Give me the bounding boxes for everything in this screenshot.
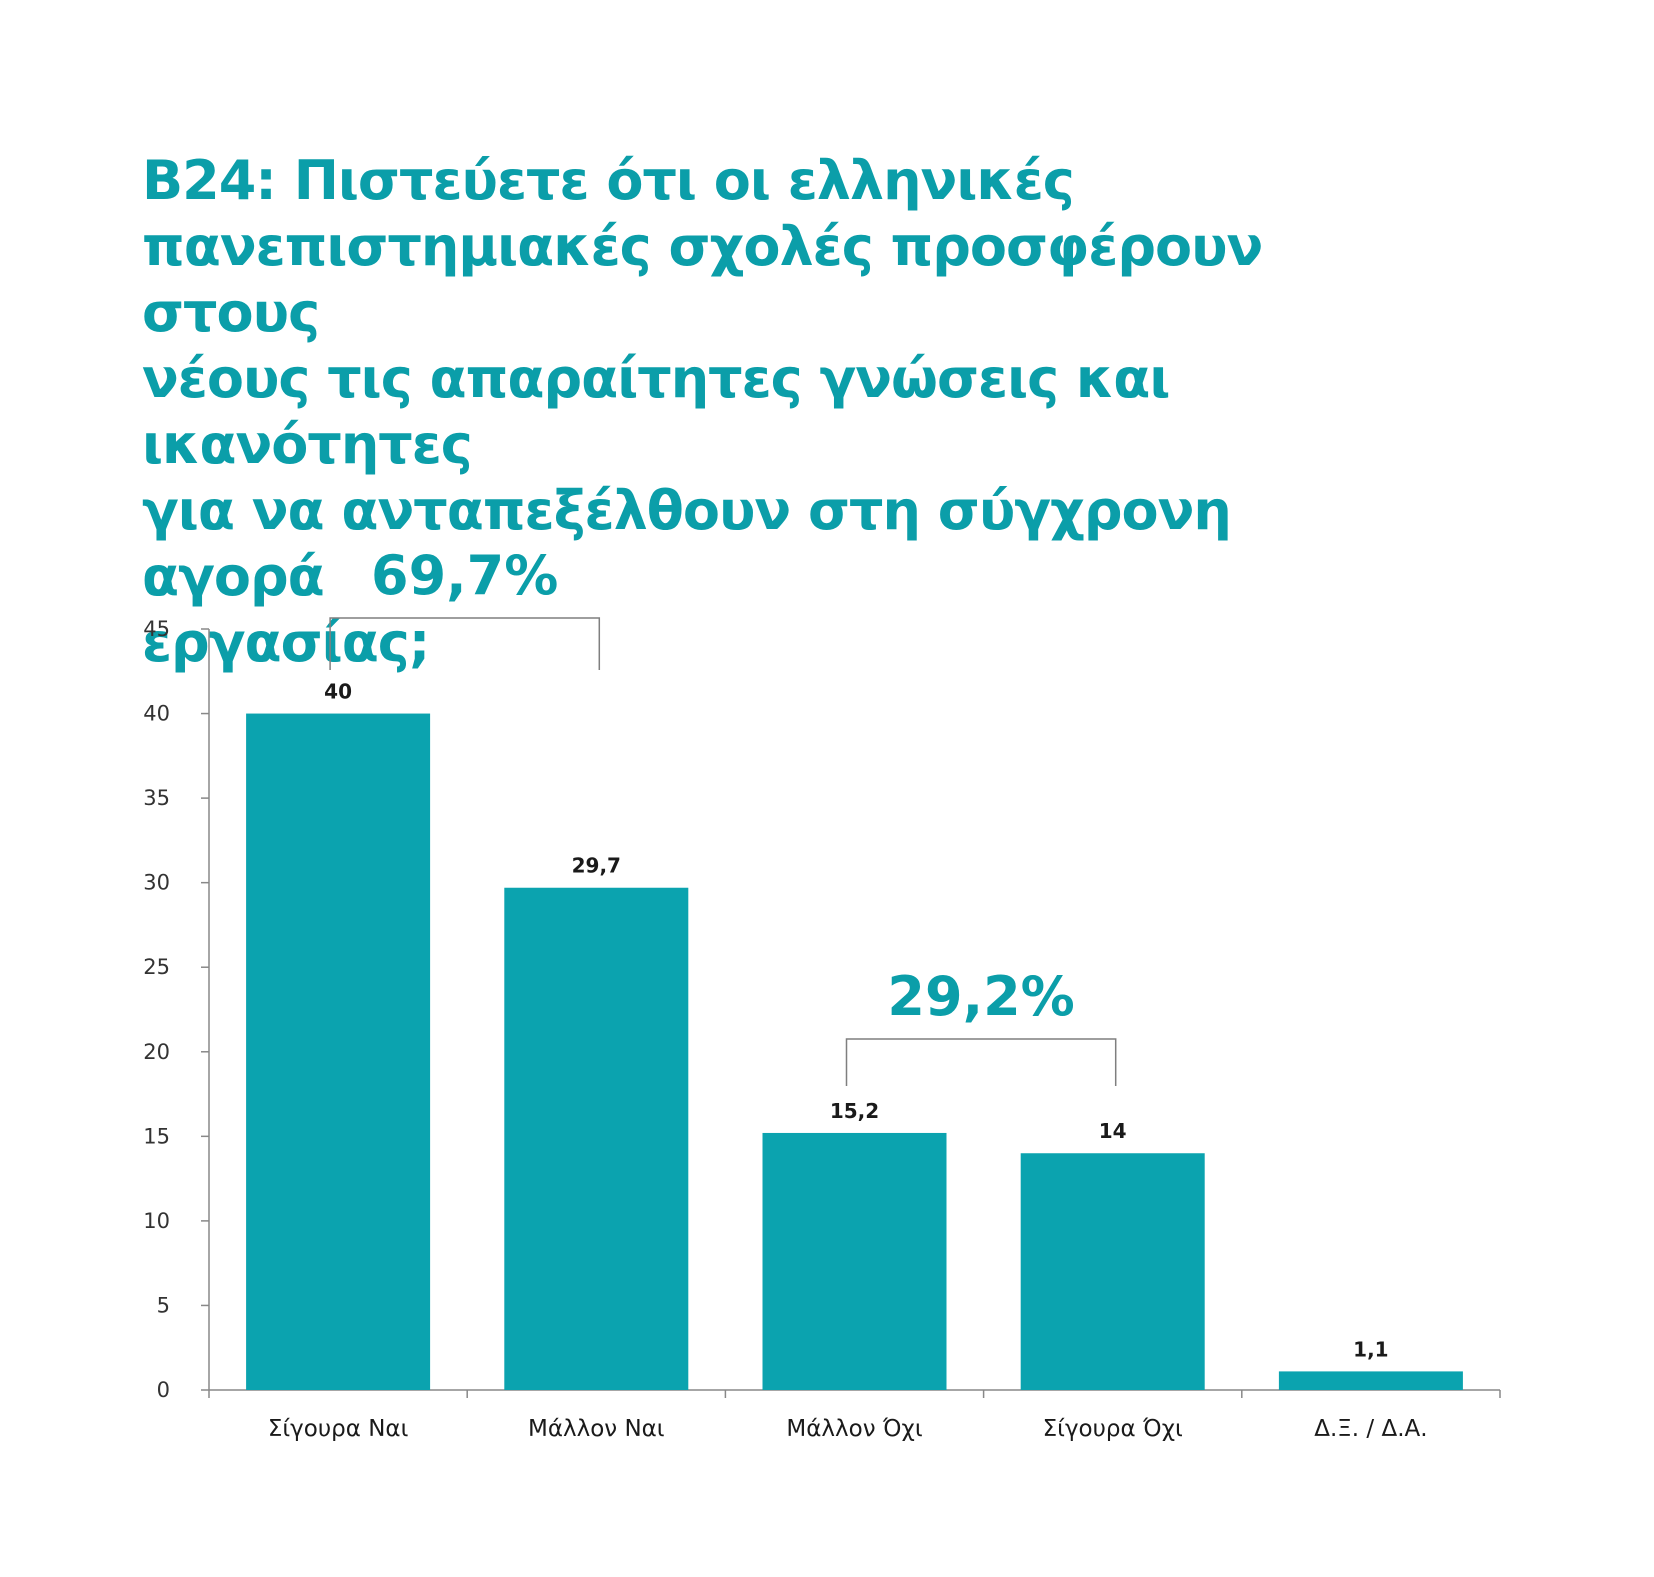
group-percentage-label: 69,7% bbox=[371, 544, 558, 607]
bar bbox=[246, 713, 431, 1390]
bar bbox=[504, 887, 689, 1390]
category-label: Μάλλον Όχι bbox=[786, 1416, 922, 1442]
y-tick-label: 0 bbox=[157, 1378, 170, 1402]
bar bbox=[1278, 1371, 1463, 1390]
category-label: Μάλλον Ναι bbox=[528, 1416, 665, 1442]
category-label: Δ.Ξ. / Δ.Α. bbox=[1314, 1416, 1427, 1442]
y-tick-label: 10 bbox=[143, 1209, 170, 1233]
y-tick-label: 20 bbox=[143, 1040, 170, 1064]
y-tick-label: 25 bbox=[143, 955, 170, 979]
data-label: 29,7 bbox=[572, 854, 621, 878]
y-tick-label: 5 bbox=[157, 1293, 170, 1317]
bar bbox=[1020, 1153, 1205, 1390]
data-label: 40 bbox=[324, 680, 352, 704]
y-tick-label: 40 bbox=[143, 702, 170, 726]
data-label: 15,2 bbox=[830, 1099, 879, 1123]
data-label: 1,1 bbox=[1353, 1337, 1388, 1361]
category-label: Σίγουρα Όχι bbox=[1043, 1416, 1183, 1442]
data-label: 14 bbox=[1099, 1119, 1127, 1143]
group-percentage-label: 29,2% bbox=[887, 965, 1074, 1028]
group-bracket bbox=[329, 617, 601, 670]
category-label: Σίγουρα Ναι bbox=[268, 1416, 409, 1442]
y-tick-label: 15 bbox=[143, 1124, 170, 1148]
group-bracket bbox=[845, 1038, 1117, 1086]
y-tick-label: 45 bbox=[143, 617, 170, 641]
chart-title: B24: Πιστεύετε ότι οι ελληνικές πανεπιστ… bbox=[142, 149, 1263, 674]
bar bbox=[762, 1132, 947, 1390]
y-tick-label: 35 bbox=[143, 786, 170, 810]
y-tick-label: 30 bbox=[143, 871, 170, 895]
